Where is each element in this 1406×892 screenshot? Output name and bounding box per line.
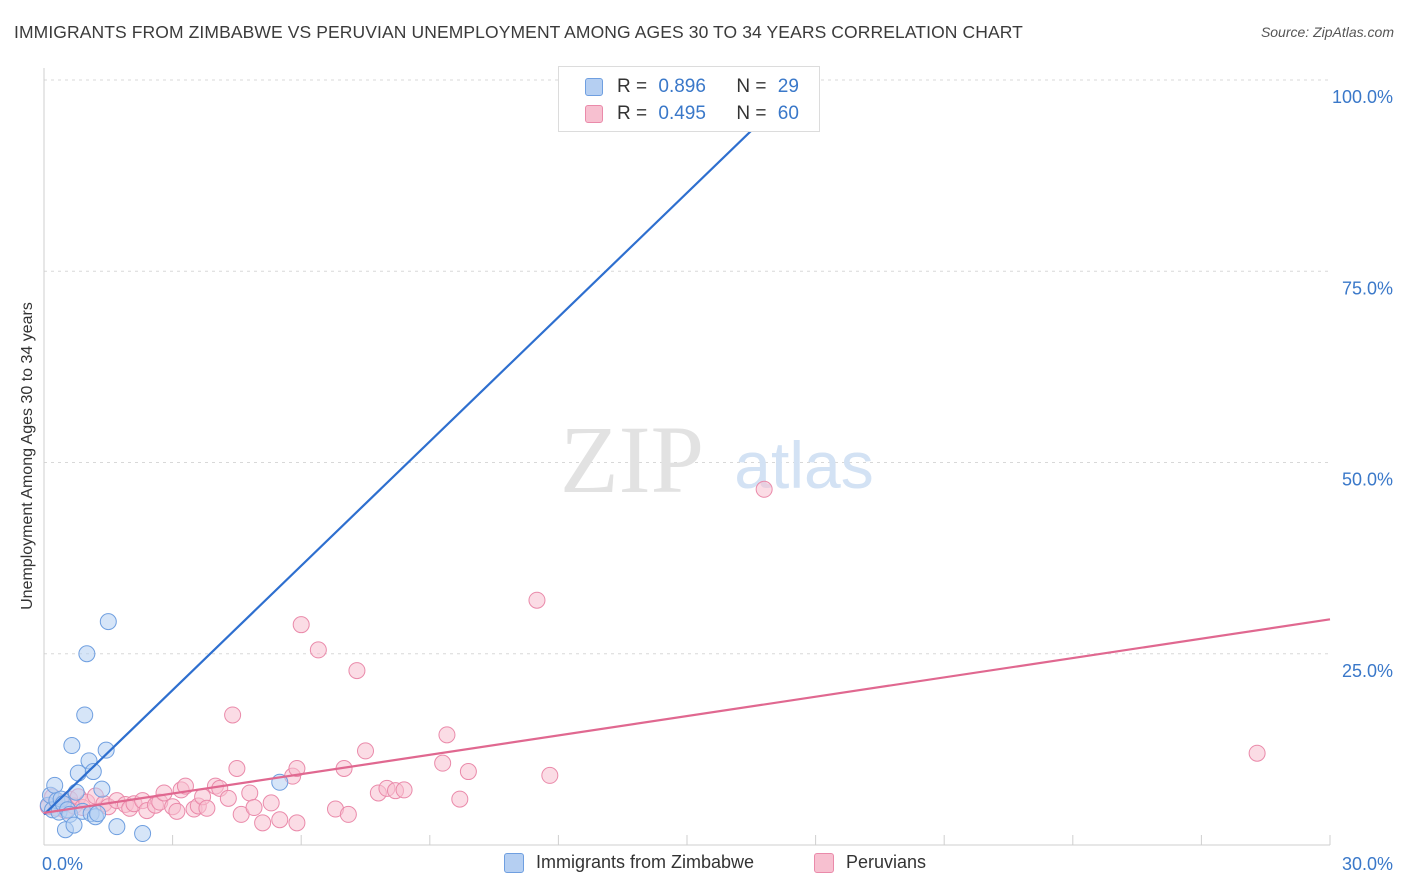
- zimbabwe-point: [84, 763, 102, 781]
- y-tick-label: 100.0%: [1332, 87, 1393, 107]
- series-legend-swatch-peruvians: [814, 852, 834, 873]
- legend-row-peruvians: R = 0.495 N = 60: [585, 100, 799, 128]
- peruvians-point: [168, 802, 186, 820]
- series-legend-swatch-zimbabwe: [504, 852, 524, 873]
- zimbabwe-point: [65, 816, 83, 834]
- zimbabwe-point: [76, 706, 94, 724]
- legend-n-value-zimbabwe: 29: [777, 76, 799, 97]
- peruvians-point: [292, 616, 310, 634]
- series-legend-label-zimbabwe: Immigrants from Zimbabwe: [536, 852, 755, 872]
- watermark-zip: ZIP: [560, 406, 704, 513]
- peruvians-trend-line: [43, 618, 1331, 814]
- axes: [43, 68, 1331, 846]
- trend-lines: [43, 67, 1331, 816]
- correlation-legend: R = 0.896 N = 29 R = 0.495 N = 60: [558, 66, 820, 132]
- watermark-atlas: atlas: [734, 428, 873, 502]
- legend-r-label: R =: [617, 103, 648, 124]
- zimbabwe-point: [93, 780, 111, 798]
- peruvians-point: [254, 814, 272, 832]
- y-tick-label: 75.0%: [1342, 278, 1393, 298]
- x-tick-label: 30.0%: [1342, 854, 1393, 874]
- x-tick-label: 0.0%: [42, 854, 83, 874]
- peruvians-point: [224, 706, 242, 724]
- zimbabwe-trend-line: [43, 67, 817, 816]
- peruvians-point: [755, 480, 773, 498]
- peruvians-point: [262, 794, 280, 812]
- series-legend-peruvians[interactable]: Peruvians: [814, 852, 926, 873]
- peruvians-point: [288, 814, 306, 832]
- peruvians-point: [219, 789, 237, 807]
- legend-r-value-zimbabwe: 0.896: [658, 76, 706, 97]
- peruvians-point: [309, 641, 327, 659]
- peruvians-point: [348, 662, 366, 680]
- chart-title: IMMIGRANTS FROM ZIMBABWE VS PERUVIAN UNE…: [14, 22, 1023, 42]
- peruvians-point: [451, 790, 469, 808]
- zimbabwe-point: [108, 818, 126, 836]
- legend-n-label: N =: [736, 103, 767, 124]
- peruvians-point: [288, 760, 306, 777]
- legend-r-label: R =: [617, 76, 648, 97]
- peruvians-point: [271, 811, 289, 829]
- peruvians-point: [395, 781, 413, 799]
- peruvians-point: [434, 754, 452, 772]
- zimbabwe-point: [97, 741, 115, 759]
- series-legend-zimbabwe[interactable]: Immigrants from Zimbabwe: [504, 852, 754, 873]
- legend-swatch-zimbabwe: [585, 78, 603, 96]
- zimbabwe-point: [134, 825, 152, 843]
- tick-labels: 25.0% 50.0% 75.0% 100.0% 0.0% 30.0%: [42, 87, 1393, 874]
- peruvians-point: [438, 726, 456, 744]
- watermark: ZIP atlas: [560, 406, 874, 513]
- peruvians-point: [357, 742, 374, 760]
- peruvians-point: [541, 766, 559, 784]
- zimbabwe-point: [63, 737, 81, 755]
- source-label: Source: ZipAtlas.com: [1260, 24, 1394, 40]
- y-tick-label: 25.0%: [1342, 661, 1393, 681]
- legend-n-value-peruvians: 60: [777, 103, 799, 124]
- peruvians-point: [1248, 744, 1266, 762]
- series-legend-label-peruvians: Peruvians: [846, 852, 927, 872]
- peruvians-point: [245, 799, 263, 817]
- peruvians-point: [198, 799, 216, 817]
- zimbabwe-points: [39, 71, 760, 843]
- peruvians-point: [459, 763, 477, 781]
- legend-n-label: N =: [736, 76, 767, 97]
- legend-r-value-peruvians: 0.495: [658, 103, 706, 124]
- grid-lines: [44, 79, 1330, 655]
- legend-swatch-peruvians: [585, 105, 603, 123]
- peruvians-point: [241, 784, 259, 802]
- series-legend: Immigrants from Zimbabwe Peruvians: [0, 852, 1406, 878]
- y-tick-label: 50.0%: [1342, 470, 1393, 490]
- peruvians-point: [228, 760, 246, 777]
- peruvians-point: [528, 591, 546, 609]
- peruvians-point: [339, 805, 357, 823]
- zimbabwe-point: [67, 783, 85, 801]
- zimbabwe-point: [99, 613, 117, 631]
- zimbabwe-point: [78, 645, 96, 663]
- legend-row-zimbabwe: R = 0.896 N = 29: [585, 73, 799, 101]
- zimbabwe-point: [89, 805, 107, 823]
